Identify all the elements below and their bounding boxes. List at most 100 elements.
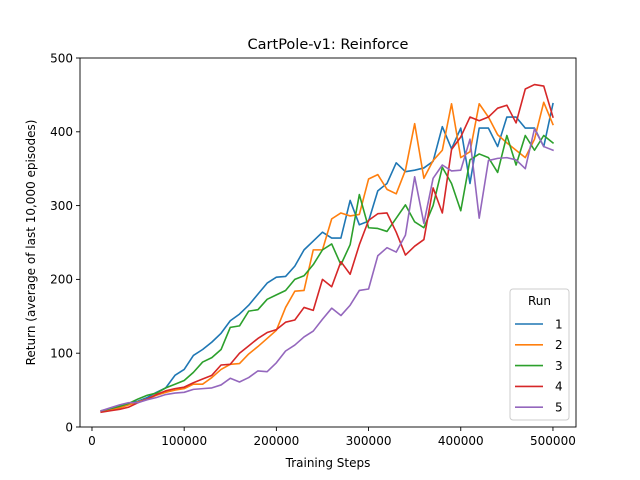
- legend-entry-3: 3: [515, 359, 563, 373]
- data-point: [322, 318, 324, 320]
- x-axis-label: Training Steps: [285, 456, 371, 470]
- data-point: [395, 162, 397, 164]
- axes: 0 100000 200000 300000 400000 500000 0 100 200 30…: [50, 51, 577, 448]
- data-point: [294, 279, 296, 281]
- data-point: [432, 177, 434, 179]
- data-point: [506, 157, 508, 159]
- data-point: [340, 212, 342, 214]
- series-line-3: [100, 134, 555, 412]
- data-point: [294, 290, 296, 292]
- data-point: [423, 177, 425, 179]
- data-point: [202, 383, 204, 385]
- data-point: [497, 146, 499, 148]
- data-point: [377, 213, 379, 215]
- chart-title: CartPole-v1: Reinforce: [248, 37, 409, 53]
- data-point: [211, 377, 213, 379]
- data-point: [506, 116, 508, 118]
- series-3: [100, 134, 555, 412]
- data-point: [441, 164, 443, 166]
- data-point: [349, 273, 351, 275]
- data-point: [275, 294, 277, 296]
- data-point: [349, 304, 351, 306]
- data-point: [414, 123, 416, 125]
- data-point: [377, 174, 379, 176]
- data-point: [478, 217, 480, 219]
- data-point: [358, 194, 360, 196]
- data-point: [460, 210, 462, 212]
- data-point: [488, 160, 490, 162]
- data-point: [128, 406, 130, 408]
- data-point: [441, 149, 443, 151]
- data-point: [469, 116, 471, 118]
- data-point: [211, 341, 213, 343]
- data-point: [552, 124, 554, 126]
- data-point: [469, 183, 471, 185]
- data-point: [414, 221, 416, 223]
- data-point: [137, 398, 139, 400]
- data-point: [451, 103, 453, 105]
- data-point: [368, 219, 370, 221]
- x-tick-label: 300000: [346, 434, 392, 448]
- data-point: [488, 157, 490, 159]
- y-tick-label: 100: [50, 347, 73, 361]
- data-point: [497, 134, 499, 136]
- data-point: [239, 381, 241, 383]
- data-point: [211, 387, 213, 389]
- data-point: [229, 320, 231, 322]
- data-point: [202, 349, 204, 351]
- data-point: [395, 193, 397, 195]
- data-point: [358, 244, 360, 246]
- data-point: [358, 224, 360, 226]
- data-point: [460, 136, 462, 138]
- data-point: [395, 231, 397, 233]
- data-point: [331, 243, 333, 245]
- data-point: [405, 234, 407, 236]
- y-tick-label: 500: [50, 51, 73, 65]
- data-point: [248, 353, 250, 355]
- series-line-4: [100, 83, 554, 414]
- data-point: [146, 394, 148, 396]
- data-point: [119, 404, 121, 406]
- data-point: [386, 212, 388, 214]
- data-point: [524, 127, 526, 129]
- data-point: [165, 387, 167, 389]
- x-tick-label: 400000: [438, 434, 484, 448]
- data-point: [322, 279, 324, 281]
- data-point: [183, 380, 185, 382]
- y-tick-label: 400: [50, 125, 73, 139]
- data-point: [156, 394, 158, 396]
- data-point: [193, 388, 195, 390]
- data-point: [460, 169, 462, 171]
- data-point: [137, 402, 139, 404]
- data-point: [441, 126, 443, 128]
- data-point: [377, 190, 379, 192]
- data-point: [156, 397, 158, 399]
- data-point: [211, 374, 213, 376]
- data-point: [552, 142, 554, 144]
- data-point: [478, 103, 480, 105]
- data-point: [193, 382, 195, 384]
- data-point: [220, 364, 222, 366]
- data-point: [174, 374, 176, 376]
- data-point: [266, 282, 268, 284]
- data-point: [174, 383, 176, 385]
- data-point: [239, 352, 241, 354]
- data-point: [543, 135, 545, 137]
- data-point: [377, 255, 379, 257]
- data-point: [506, 104, 508, 106]
- data-point: [423, 222, 425, 224]
- data-point: [368, 288, 370, 290]
- x-tick-label: 100000: [161, 434, 207, 448]
- data-point: [331, 286, 333, 288]
- data-point: [423, 227, 425, 229]
- data-point: [312, 249, 314, 251]
- data-point: [165, 394, 167, 396]
- data-point: [229, 326, 231, 328]
- legend-entry-1: 1: [515, 317, 563, 331]
- data-point: [451, 170, 453, 172]
- y-axis-label: Return (average of last 10,000 episodes): [24, 120, 38, 366]
- data-point: [478, 153, 480, 155]
- data-point: [312, 240, 314, 242]
- data-point: [552, 116, 554, 118]
- series-5: [100, 128, 554, 412]
